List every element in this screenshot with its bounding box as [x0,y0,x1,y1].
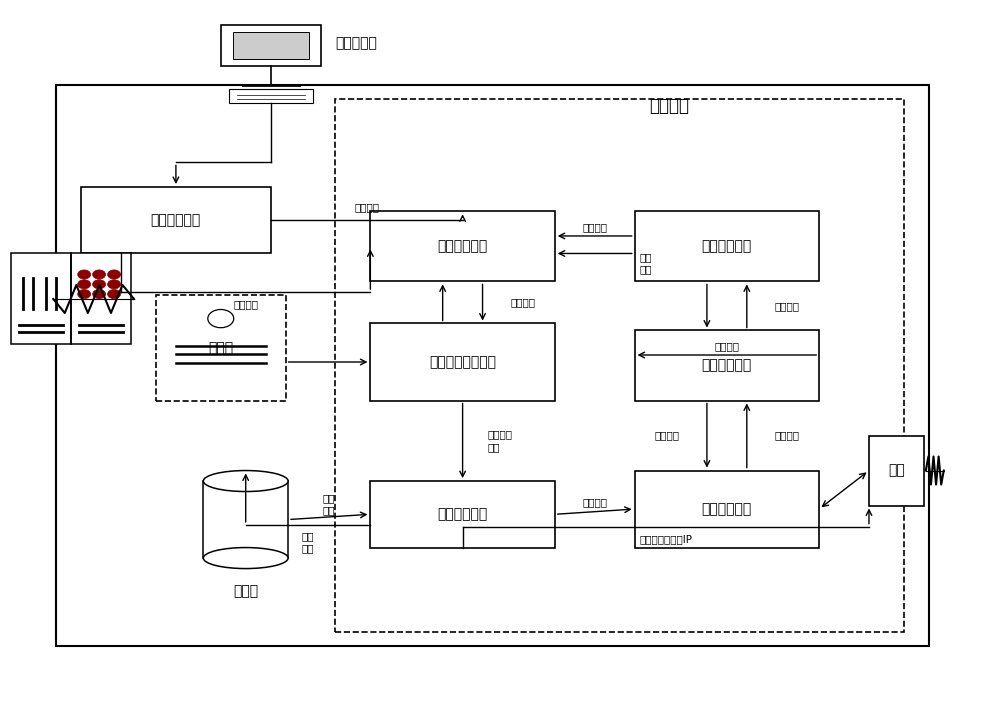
Ellipse shape [203,470,288,491]
Bar [203,481,288,558]
Text: 时间信息: 时间信息 [775,301,800,311]
Text: 链路
参数: 链路 参数 [323,493,335,515]
Text: 仿真
数据: 仿真 数据 [302,531,314,553]
Circle shape [93,290,106,299]
Text: 协议栈: 协议栈 [208,341,233,355]
Text: 同步信息: 同步信息 [775,430,800,441]
Bar [229,89,313,103]
Circle shape [93,280,106,289]
Bar [635,330,819,401]
Ellipse shape [203,548,288,569]
Bar [156,295,286,401]
Circle shape [78,290,91,299]
Text: 时间信息: 时间信息 [654,430,679,441]
Text: 端口: 端口 [888,463,905,477]
Text: 网络状态: 网络状态 [714,341,739,351]
Text: 网络状态: 网络状态 [582,222,607,232]
Bar [335,99,904,631]
Text: 用户接入模块: 用户接入模块 [151,213,201,227]
Bar [869,436,924,505]
Bar [221,25,321,66]
Text: 节点状态: 节点状态 [510,297,535,307]
Bar [233,32,309,59]
Text: 数据库: 数据库 [233,585,258,599]
Text: 设置队列、绑定IP: 设置队列、绑定IP [639,534,692,544]
Text: 链路参数
修正: 链路参数 修正 [488,430,513,452]
Circle shape [78,280,91,289]
Text: 业务数据: 业务数据 [582,497,607,507]
Text: 状态控制: 状态控制 [233,299,258,309]
Text: 资源封装: 资源封装 [650,98,690,115]
Bar [56,86,929,645]
Text: 业务处理模块: 业务处理模块 [437,240,488,254]
Bar [370,323,555,401]
Text: 时间同步模块: 时间同步模块 [702,359,752,373]
Bar [635,212,819,281]
Bar [11,254,71,344]
Circle shape [208,309,234,328]
Text: 业务信息: 业务信息 [354,202,379,212]
Bar [71,254,131,344]
Circle shape [108,290,121,299]
Text: 节点状态模拟模块: 节点状态模拟模块 [429,355,496,369]
Text: 节点控制器: 节点控制器 [335,37,377,51]
Bar [81,187,271,254]
Circle shape [108,270,121,279]
Bar [370,212,555,281]
Circle shape [78,270,91,279]
Text: 态势感知模块: 态势感知模块 [702,240,752,254]
Text: 数据处理模块: 数据处理模块 [702,502,752,516]
Text: 探测
信息: 探测 信息 [640,252,652,274]
Bar [635,470,819,548]
Text: 链路模拟模块: 链路模拟模块 [437,508,488,522]
Bar [370,481,555,548]
Circle shape [93,270,106,279]
Circle shape [108,280,121,289]
